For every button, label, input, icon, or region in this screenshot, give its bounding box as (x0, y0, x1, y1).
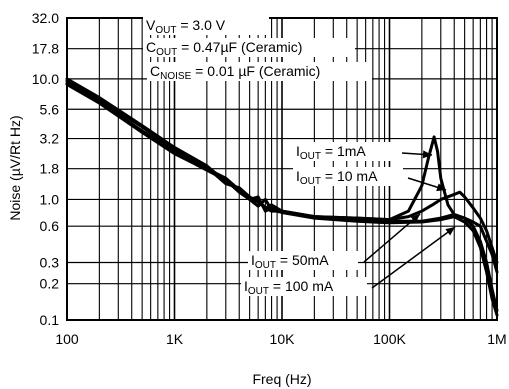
y-tick-label: 32.0 (32, 10, 59, 26)
y-axis-title: Noise (µV/Rt Hz) (7, 115, 23, 220)
series-line-4 (65, 82, 499, 317)
label-background (241, 277, 367, 296)
leader-line-3 (363, 213, 421, 263)
y-tick-label: 17.8 (32, 41, 59, 57)
x-axis-title: Freq (Hz) (252, 371, 311, 387)
label-background (143, 38, 355, 57)
label-background (147, 62, 372, 81)
y-tick-label: 0.3 (40, 254, 60, 270)
y-tick-label: 0.2 (40, 276, 60, 292)
condition-label-3: CNOISE = 0.01 µF (Ceramic) (150, 63, 320, 82)
y-tick-label: 1.8 (40, 161, 60, 177)
x-tick-label: 1K (166, 331, 184, 347)
y-tick-label: 1.0 (40, 191, 60, 207)
series-label-2: IOUT = 10 mA (296, 168, 378, 187)
y-tick-label: 10.0 (32, 71, 59, 87)
frame-layer (66, 17, 498, 321)
arrowhead-4 (445, 227, 455, 236)
y-tick-label: 3.2 (40, 131, 60, 147)
x-tick-label: 100K (373, 331, 406, 347)
arrowhead-3 (410, 214, 420, 223)
series-label-4: IOUT = 100 mA (244, 278, 334, 297)
condition-label-2: COUT = 0.47µF (Ceramic) (146, 39, 302, 58)
x-tick-label: 1M (487, 331, 506, 347)
y-tick-label: 5.6 (40, 101, 60, 117)
y-tick-label: 0.1 (40, 312, 60, 328)
label-background (293, 167, 403, 186)
label-background (293, 142, 397, 161)
label-background (248, 251, 358, 270)
x-tick-label: 10K (270, 331, 296, 347)
series-label-1: IOUT = 1mA (296, 143, 366, 162)
annotation-layer: VOUT = 3.0 V COUT = 0.47µF (Ceramic) CNOIS… (143, 16, 456, 297)
series-layer (65, 77, 499, 317)
series-label-3: IOUT = 50mA (251, 252, 329, 271)
condition-label-1: VOUT = 3.0 V (146, 17, 226, 36)
arrowhead-2 (436, 183, 446, 192)
tick-label-layer: 0.1 0.2 0.3 0.6 1.0 1.8 3.2 5.6 10.0 17.8 32.0 100 1… (32, 10, 507, 347)
label-background (143, 16, 269, 35)
arrowhead-1 (422, 150, 432, 159)
y-tick-label: 0.6 (40, 218, 60, 234)
x-tick-label: 100 (55, 331, 79, 347)
plot-frame (66, 17, 498, 321)
leader-line-4 (371, 226, 456, 289)
